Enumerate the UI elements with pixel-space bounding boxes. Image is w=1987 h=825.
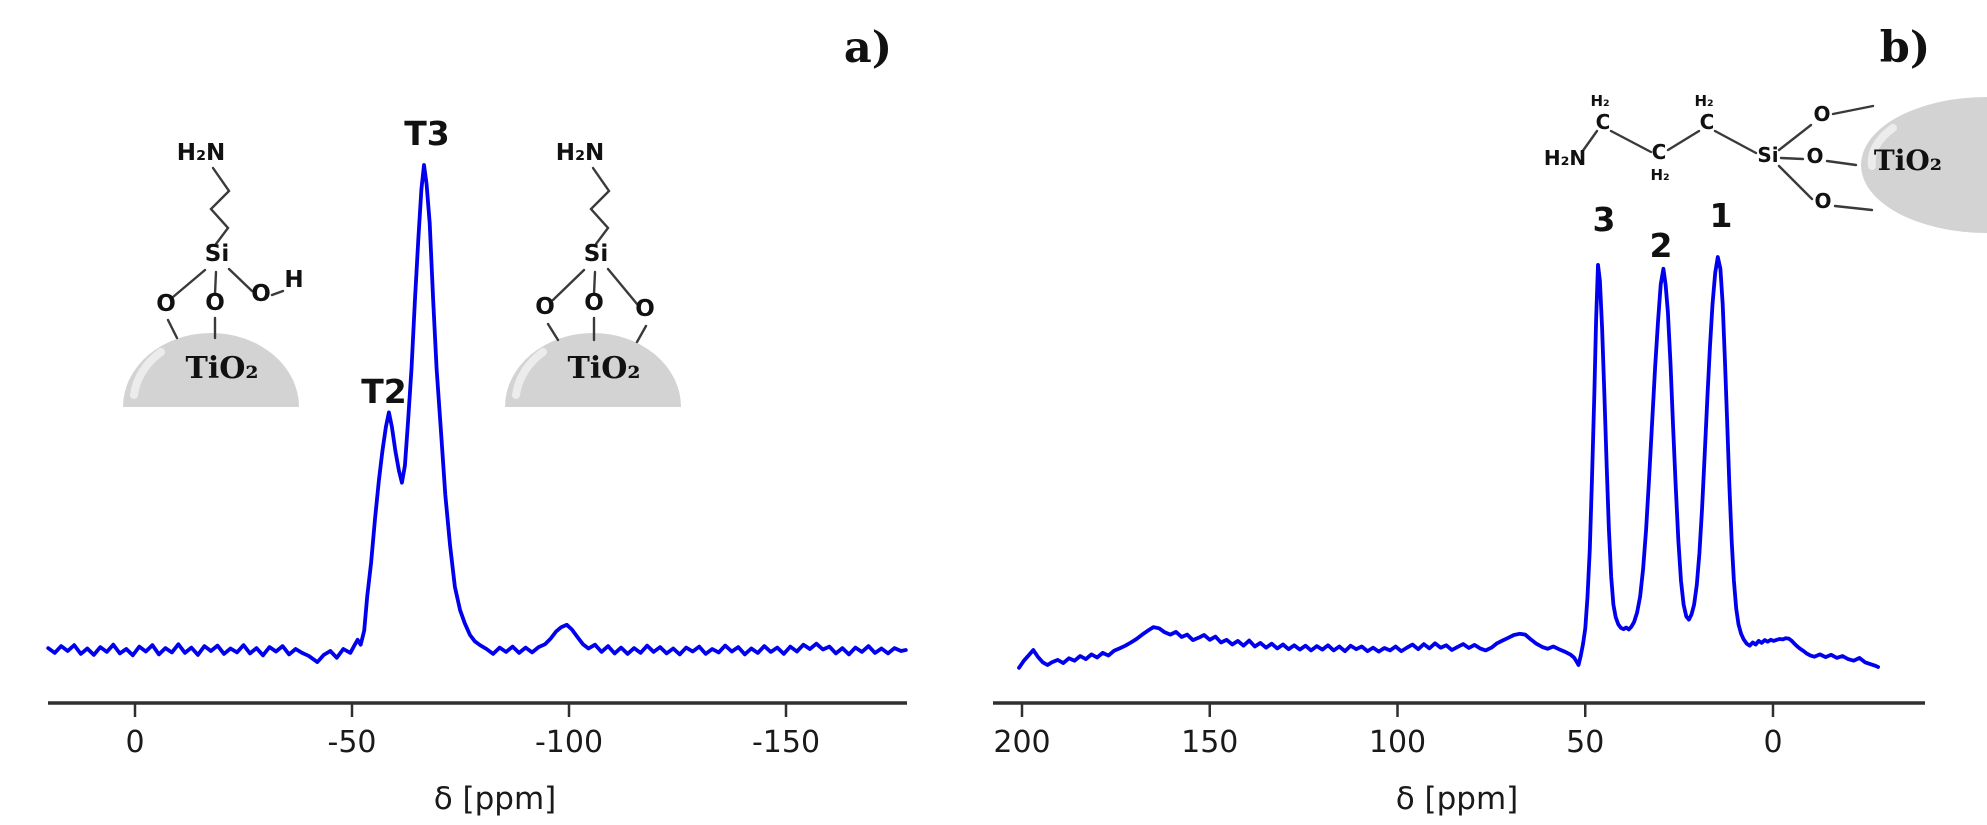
axis-b-ticks: 200 150 100 50 0	[993, 704, 1783, 760]
tio2-label: TiO₂	[568, 351, 641, 386]
panel-a-label: a)	[844, 23, 892, 73]
tio2-surface	[505, 333, 681, 407]
oxygen-left-label: O	[156, 291, 176, 317]
panel-b-label: b)	[1880, 23, 1930, 73]
oxygen-mid-label: O	[584, 290, 604, 316]
surface-highlight	[1867, 124, 1897, 170]
carbon-label-3: 3	[1593, 200, 1616, 239]
carbon-2-label: C	[1652, 140, 1667, 164]
axis-b: 200 150 100 50 0 δ [ppm]	[993, 701, 1925, 817]
axis-b-xlabel: δ [ppm]	[1396, 781, 1519, 817]
axis-tick-label: -150	[752, 725, 820, 760]
amine-label: H₂N	[177, 140, 226, 166]
structure-a-right-t3: H₂N Si O O O TiO₂	[505, 140, 681, 407]
oxygen-right-label: O	[251, 281, 271, 307]
tio2-surface	[123, 333, 299, 407]
axis-a-ticks: 0 -50 -100 -150	[125, 704, 820, 760]
oxygen-mid-label: O	[1806, 144, 1823, 168]
c1-h2-label: H₂	[1694, 92, 1713, 110]
silicon-label: Si	[1757, 143, 1778, 167]
peak-label-t2: T2	[361, 372, 406, 411]
axis-tick-label: -100	[535, 725, 603, 760]
hydrogen-label: H	[284, 267, 303, 293]
oxygen-right-label: O	[635, 296, 655, 322]
structure-b-aptes-on-tio2: H₂N H₂ C C H₂ H₂ C Si O O O TiO₂	[1544, 92, 1987, 233]
si-o-bonds	[546, 267, 648, 344]
peak-label-t3: T3	[404, 114, 449, 153]
amine-label: H₂N	[556, 140, 605, 166]
surface-highlight	[130, 348, 165, 399]
carbon-1-label: C	[1700, 110, 1715, 134]
amine-label: H₂N	[1544, 146, 1586, 170]
spectrum-a-trace	[46, 163, 908, 664]
oxygen-left-label: O	[535, 294, 555, 320]
surface-highlight	[512, 348, 547, 399]
silicon-label: Si	[205, 241, 229, 267]
propyl-chain-bond	[209, 166, 231, 246]
axis-a-xlabel: δ [ppm]	[434, 781, 557, 817]
spectrum-b-trace	[1017, 255, 1880, 670]
carbon-3-label: C	[1596, 110, 1611, 134]
c3-h2-label: H₂	[1590, 92, 1609, 110]
oxygen-bottom-label: O	[1814, 189, 1831, 213]
axis-a: 0 -50 -100 -150 δ [ppm]	[48, 701, 907, 817]
si-o-bonds	[166, 267, 285, 340]
oxygen-top-label: O	[1813, 102, 1830, 126]
structure-a-left-t2: H₂N Si O O O H TiO₂	[123, 140, 304, 407]
axis-tick-label: -50	[328, 725, 377, 760]
tio2-label: TiO₂	[186, 351, 259, 386]
propyl-chain-bond	[589, 166, 611, 246]
tio2-label: TiO₂	[1874, 144, 1942, 177]
axis-tick-label: 150	[1181, 725, 1238, 760]
axis-tick-label: 200	[993, 725, 1050, 760]
axis-tick-label: 0	[125, 725, 144, 760]
bond-lines	[1580, 104, 1875, 212]
carbon-label-1: 1	[1710, 196, 1733, 235]
c2-h2-label: H₂	[1650, 166, 1669, 184]
oxygen-mid-label: O	[205, 290, 225, 316]
axis-tick-label: 100	[1369, 725, 1426, 760]
axis-tick-label: 0	[1763, 725, 1782, 760]
carbon-label-2: 2	[1650, 226, 1673, 265]
silicon-label: Si	[584, 241, 608, 267]
axis-tick-label: 50	[1566, 725, 1604, 760]
